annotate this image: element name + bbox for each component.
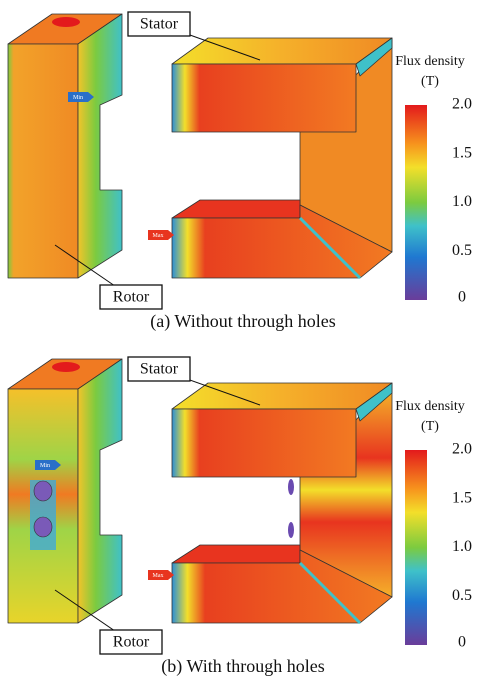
caption: (a) Without through holes	[150, 311, 335, 332]
stator-bottom-top	[172, 200, 300, 218]
stator-top-front	[172, 64, 356, 132]
stator-top-face	[172, 383, 392, 409]
colorbar-tick-label: 2.0	[452, 441, 472, 458]
stator-top-front	[172, 409, 356, 477]
colorbar-unit: (T)	[421, 74, 439, 89]
stator-top-face	[172, 38, 392, 64]
hot-spot	[52, 362, 80, 372]
label: Stator	[140, 16, 179, 33]
figure: Min Max Stator Rotor Flux density (T) 2.0 1.5 1.…	[0, 0, 487, 688]
colorbar-tick-label: 0.5	[452, 587, 472, 604]
colorbar-tick-label: 1.0	[452, 193, 472, 210]
label: Rotor	[113, 289, 150, 306]
min-tag: Min	[73, 95, 83, 101]
colorbar-tick-label: 2.0	[452, 96, 472, 113]
colorbar-unit: (T)	[421, 419, 439, 434]
max-tag: Max	[153, 233, 164, 239]
colorbar-tick-label: 1.0	[452, 538, 472, 555]
caption: (b) With through holes	[161, 656, 324, 677]
colorbar-title: Flux density	[395, 54, 465, 69]
hole	[34, 481, 52, 501]
page: {"panels":[ {"stator_label":"Stator","ro…	[0, 0, 487, 688]
max-tag: Max	[153, 573, 164, 579]
colorbar-tick-label: 1.5	[452, 489, 472, 506]
colorbar-title: Flux density	[395, 399, 465, 414]
hole	[288, 522, 294, 538]
colorbar	[405, 105, 427, 300]
colorbar	[405, 450, 427, 645]
label: Rotor	[113, 634, 150, 651]
min-tag: Min	[40, 463, 50, 469]
hole	[34, 517, 52, 537]
stator-bottom-top	[172, 545, 300, 563]
colorbar-tick-label: 1.5	[452, 144, 472, 161]
panel: Min Max Stator Rotor Flux density (T) 2.0 1.5 1.…	[8, 12, 472, 332]
rotor-front	[8, 44, 78, 278]
hole	[288, 479, 294, 495]
rotor-side	[78, 359, 122, 623]
colorbar-tick-label: 0.5	[452, 242, 472, 259]
colorbar-tick-label: 0	[458, 289, 466, 306]
panel: Min Max Stator Rotor Flux density (T) 2.0 1.5 1.…	[8, 357, 472, 677]
rotor-side	[78, 14, 122, 278]
colorbar-tick-label: 0	[458, 634, 466, 651]
label: Stator	[140, 361, 179, 378]
hot-spot	[52, 17, 80, 27]
